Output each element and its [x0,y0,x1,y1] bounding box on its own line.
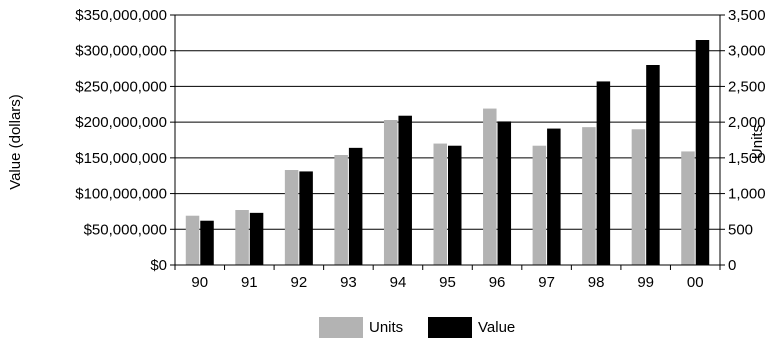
x-tick-label: 96 [489,274,506,291]
left-tick-label: $50,000,000 [84,221,167,238]
right-tick-label: 3,000 [728,43,766,60]
bar-value-92 [299,171,313,265]
bar-value-95 [448,146,462,265]
bar-units-96 [483,109,497,265]
x-tick-label: 90 [191,274,208,291]
x-tick-label: 92 [291,274,308,291]
left-tick-label: $150,000,000 [75,150,167,167]
x-tick-label: 95 [439,274,456,291]
legend-swatch-units [319,317,363,338]
x-axis-ticks: 90 91 92 93 94 95 96 97 98 99 00 [175,265,720,291]
bars [186,40,709,265]
x-tick-label: 00 [687,274,704,291]
right-tick-label: 0 [728,257,736,274]
bar-units-92 [285,170,299,265]
left-tick-label: $250,000,000 [75,78,167,95]
left-tick-label: $350,000,000 [75,7,167,24]
bar-units-91 [235,210,249,265]
legend-swatch-value [428,317,472,338]
legend-label-value: Value [478,319,515,336]
left-axis-ticks: $0 $50,000,000 $100,000,000 $150,000,000 $20… [75,7,175,274]
bar-units-93 [334,155,348,265]
left-tick-label: $200,000,000 [75,114,167,131]
left-tick-label: $100,000,000 [75,186,167,203]
bar-value-93 [349,148,363,265]
right-tick-label: 2,500 [728,78,766,95]
bar-units-00 [681,151,695,265]
bar-units-97 [533,146,547,265]
bar-units-98 [582,127,596,265]
right-tick-label: 500 [728,221,753,238]
bar-value-94 [398,116,412,265]
legend-label-units: Units [369,319,403,336]
bar-value-91 [250,213,264,265]
left-tick-label: $300,000,000 [75,43,167,60]
bar-units-99 [632,129,646,265]
x-tick-label: 94 [390,274,407,291]
bar-units-95 [434,144,448,265]
bar-value-97 [547,129,561,265]
legend: Units Value [319,317,515,338]
x-tick-label: 93 [340,274,357,291]
left-axis-title: Value (dollars) [7,94,24,190]
bar-units-94 [384,120,398,265]
bar-value-98 [597,81,611,265]
x-tick-label: 91 [241,274,258,291]
right-tick-label: 1,000 [728,186,766,203]
x-tick-label: 97 [538,274,555,291]
bar-value-00 [696,40,710,265]
bar-value-90 [200,221,214,265]
bar-value-99 [646,65,660,265]
bar-units-90 [186,216,200,265]
left-tick-label: $0 [150,257,167,274]
right-axis-title: Units [749,125,766,159]
bar-value-96 [498,121,512,265]
x-tick-label: 99 [637,274,654,291]
x-tick-label: 98 [588,274,605,291]
right-tick-label: 3,500 [728,7,766,24]
